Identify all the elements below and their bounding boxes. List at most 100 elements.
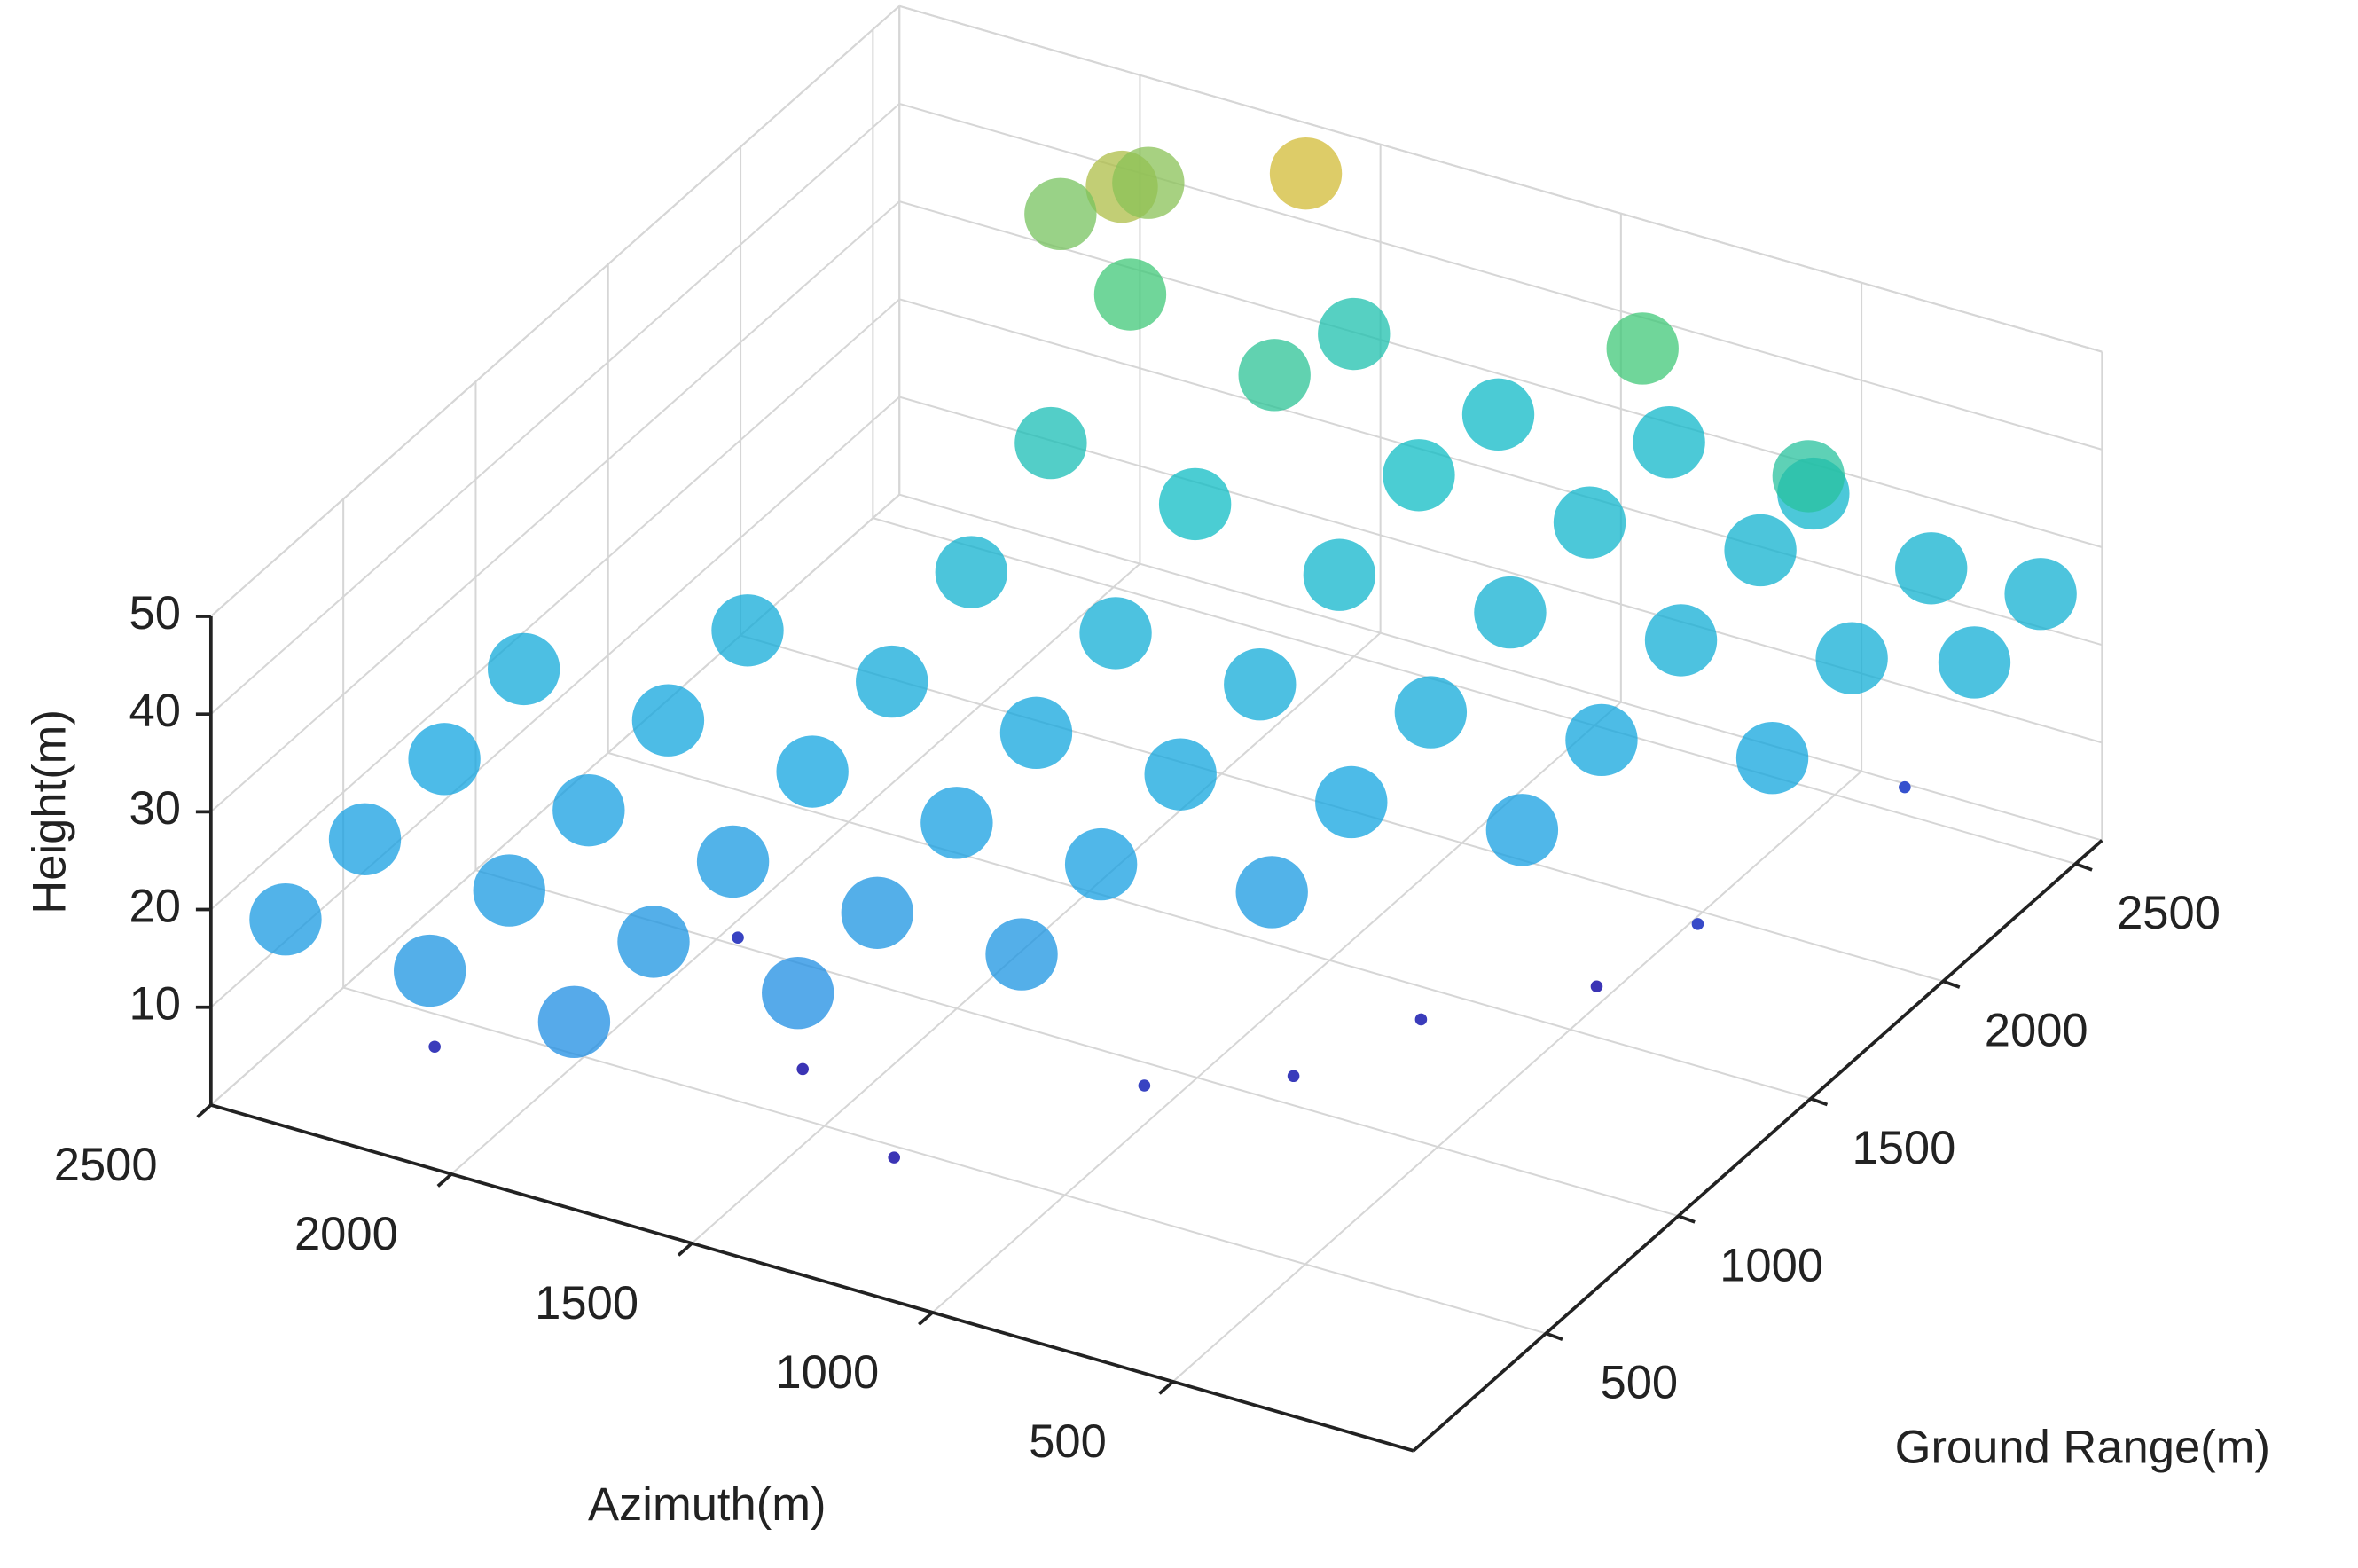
z-tick-label: 20 [129,880,181,932]
y-tick [1545,1331,1563,1341]
data-point [1383,439,1455,512]
grid-line [210,298,900,911]
data-point [631,684,705,757]
x-tick [196,1103,213,1118]
z-tick-label: 30 [129,782,181,835]
data-point [999,696,1073,770]
data-point [985,918,1058,991]
data-point [1691,918,1704,930]
y-axis [1412,839,2103,1453]
data-point [394,934,466,1007]
data-point [1644,604,1718,677]
data-point [1093,258,1167,331]
y-tick-label: 2000 [1985,1005,2088,1057]
data-point [1064,827,1138,901]
x-axis [210,1103,1414,1453]
grid-line [342,986,1547,1335]
data-point [732,931,744,944]
grid-line [210,200,900,813]
data-point [1269,137,1343,210]
data-point [935,536,1007,608]
data-point [841,876,913,949]
data-point [488,632,560,706]
y-tick-label: 1500 [1852,1122,1955,1174]
data-point [1112,146,1185,219]
z-axis-label: Height(m) [24,710,76,914]
grid-line [1172,770,1862,1383]
x-axis-label: Azimuth(m) [588,1478,826,1531]
data-point [796,1062,809,1076]
y-tick [1810,1096,1829,1107]
data-point [1633,406,1705,479]
grid-line [898,4,2103,353]
x-tick [1158,1380,1174,1395]
data-point [1895,532,1968,605]
data-point [1315,765,1388,839]
data-point [1724,514,1797,587]
data-point [1224,648,1297,721]
x-tick-label: 1500 [535,1277,638,1329]
data-point [1144,738,1217,811]
y-tick [1677,1214,1696,1224]
grid-line [898,396,2103,744]
grid-line [210,5,900,617]
data-point [711,594,784,667]
data-point [1899,780,1911,794]
data-point [1014,406,1087,480]
data-point [1565,703,1638,777]
grid-line [210,396,900,1008]
data-point [1735,722,1809,795]
data-point [1772,440,1845,513]
y-tick-label: 500 [1601,1357,1679,1409]
data-point [776,735,849,808]
data-point [2004,558,2077,631]
z-tick-label: 50 [129,587,181,639]
y-tick-label: 1000 [1720,1239,1823,1291]
y-tick [2074,862,2093,872]
data-point [473,854,545,927]
grid-line [898,200,2103,548]
data-point [920,787,993,859]
data-point [537,985,611,1058]
data-point [1485,794,1559,866]
x-tick-label: 2500 [54,1139,158,1191]
data-point [1815,622,1888,694]
data-point [617,906,690,978]
grid-line [607,751,1812,1100]
x-tick-label: 500 [1029,1415,1107,1468]
data-point [1394,676,1468,749]
data-point [1461,378,1535,451]
data-point [888,1151,900,1164]
data-point [408,723,481,796]
z-tick-label: 10 [129,978,181,1031]
grid-line [450,562,1141,1175]
y-tick [1942,979,1961,989]
data-point [552,773,625,847]
data-point [1553,486,1626,559]
x-tick-label: 1000 [775,1346,879,1399]
data-point [1590,980,1603,993]
data-point [856,645,928,718]
x-tick [436,1172,453,1188]
data-point [428,1040,441,1054]
z-tick-label: 40 [129,685,181,737]
data-point [1938,626,2011,699]
data-point [1287,1070,1300,1083]
grid-line [210,103,900,715]
data-point [249,883,322,956]
grid-line [873,517,2076,866]
data-point [1238,339,1311,412]
data-point [1303,538,1376,611]
data-point [1606,312,1679,385]
data-point [1158,467,1232,541]
data-point [1414,1013,1428,1026]
y-axis-label: Ground Range(m) [1895,1422,2270,1474]
x-tick [677,1242,693,1257]
y-tick-label: 2500 [2117,887,2221,939]
data-point [1138,1079,1151,1092]
data-point [1318,297,1391,371]
data-point [1474,576,1547,649]
x-tick [918,1311,934,1326]
